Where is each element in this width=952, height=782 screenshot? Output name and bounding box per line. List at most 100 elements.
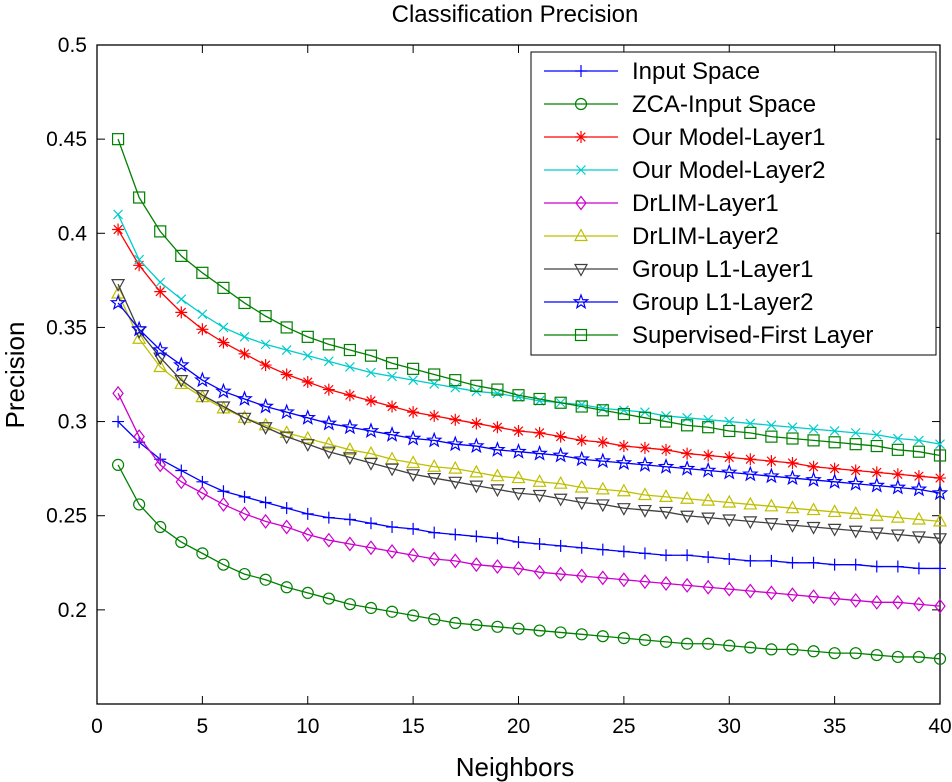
data-point xyxy=(449,553,462,569)
data-point xyxy=(786,556,799,569)
data-point xyxy=(827,504,842,518)
data-point xyxy=(111,279,126,292)
data-point xyxy=(910,480,928,497)
data-point xyxy=(636,456,654,472)
data-point xyxy=(849,438,862,451)
data-point xyxy=(828,462,841,475)
data-point xyxy=(196,323,209,336)
data-point xyxy=(132,330,147,344)
data-point xyxy=(805,471,822,488)
data-point xyxy=(386,400,399,413)
data-point xyxy=(154,520,167,534)
data-point xyxy=(724,416,735,427)
data-point xyxy=(849,647,862,660)
data-point xyxy=(323,356,334,367)
data-point xyxy=(743,516,758,530)
data-point xyxy=(532,489,547,503)
legend-marker xyxy=(575,195,587,211)
data-point xyxy=(638,547,651,560)
data-point xyxy=(786,456,799,469)
data-point xyxy=(468,437,485,454)
data-point xyxy=(891,650,904,664)
data-point xyxy=(343,513,356,526)
data-point xyxy=(195,390,210,403)
data-point xyxy=(933,652,947,665)
data-point xyxy=(343,598,356,611)
data-point xyxy=(428,368,441,381)
data-point xyxy=(491,559,504,575)
data-point xyxy=(259,496,272,509)
data-point xyxy=(786,587,799,603)
data-point xyxy=(931,484,949,501)
data-point xyxy=(554,430,567,443)
data-point xyxy=(176,294,187,305)
data-point xyxy=(891,468,904,481)
x-tick-label: 10 xyxy=(296,715,319,738)
series-7 xyxy=(109,294,949,501)
data-point xyxy=(722,494,737,508)
data-point xyxy=(553,493,568,507)
data-point xyxy=(153,359,168,373)
data-point xyxy=(745,418,756,429)
data-point xyxy=(680,419,694,432)
data-point xyxy=(301,330,314,343)
data-point xyxy=(343,343,356,357)
data-point xyxy=(594,452,612,469)
data-point xyxy=(659,506,674,520)
data-point xyxy=(217,558,230,571)
data-point xyxy=(258,422,273,435)
data-point xyxy=(723,553,736,566)
data-point xyxy=(281,345,292,355)
data-point xyxy=(365,540,377,556)
data-point xyxy=(723,581,736,597)
y-axis-label: Precision xyxy=(0,322,30,429)
legend-label: Group L1-Layer1 xyxy=(632,256,813,283)
data-point xyxy=(766,420,777,431)
data-point xyxy=(490,484,505,498)
data-point xyxy=(362,422,380,439)
data-point xyxy=(891,443,904,456)
data-point xyxy=(238,296,251,310)
data-point xyxy=(659,415,673,428)
data-point xyxy=(385,357,399,370)
data-point xyxy=(322,338,335,351)
series-line xyxy=(117,464,941,660)
data-point xyxy=(238,567,251,581)
data-point xyxy=(280,321,293,334)
series-2 xyxy=(112,223,946,485)
data-point xyxy=(786,432,799,445)
data-point xyxy=(681,549,694,562)
legend-item: DrLIM-Layer1 xyxy=(544,190,779,217)
data-point xyxy=(828,591,841,607)
data-point xyxy=(806,502,821,516)
data-point xyxy=(934,598,946,614)
data-point xyxy=(342,442,357,455)
data-point xyxy=(428,409,441,422)
data-point xyxy=(786,643,799,656)
data-point xyxy=(703,414,714,425)
data-point xyxy=(470,530,483,543)
data-point xyxy=(386,521,399,534)
data-point xyxy=(491,532,504,545)
data-point xyxy=(302,350,313,361)
legend-item: Group L1-Layer1 xyxy=(544,256,813,283)
data-point xyxy=(828,558,841,571)
x-tick-label: 35 xyxy=(823,715,846,738)
legend-marker xyxy=(574,328,588,342)
data-point xyxy=(259,573,272,586)
data-point xyxy=(239,331,250,342)
data-point xyxy=(196,485,209,501)
data-point xyxy=(680,637,694,650)
x-tick-label: 0 xyxy=(91,715,103,738)
x-axis-label: Neighbors xyxy=(456,752,575,782)
data-point xyxy=(512,424,525,437)
data-point xyxy=(260,339,271,350)
data-point xyxy=(702,551,715,564)
data-point xyxy=(848,525,863,539)
legend-label: Supervised-First Layer xyxy=(632,322,873,349)
data-point xyxy=(616,483,631,497)
series-8 xyxy=(111,133,947,462)
data-point xyxy=(807,460,820,473)
data-point xyxy=(386,544,398,559)
data-point xyxy=(574,497,589,511)
